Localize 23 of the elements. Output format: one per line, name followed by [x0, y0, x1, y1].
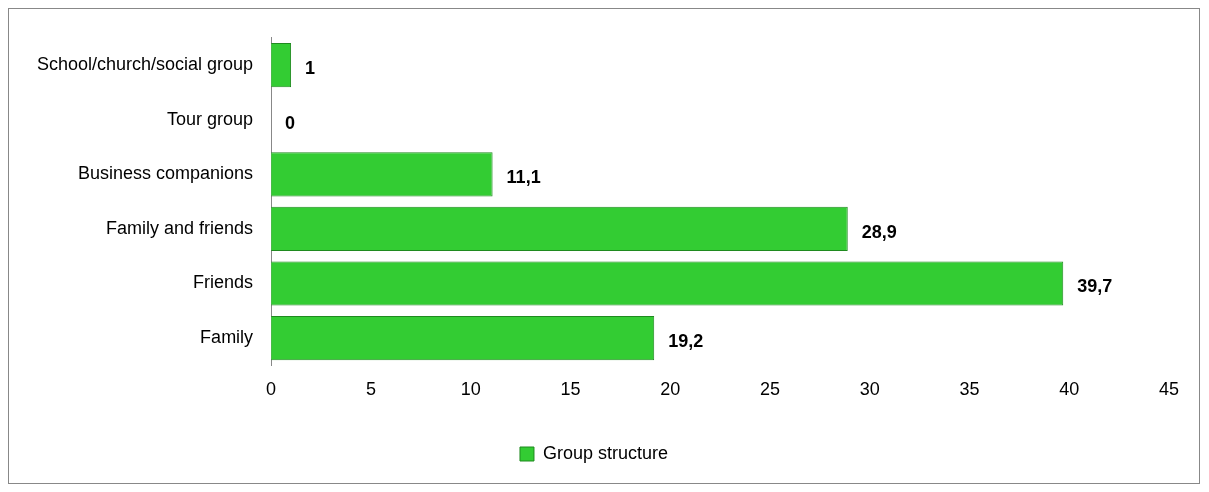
data-label: 39,7 — [1077, 276, 1113, 297]
x-tick-label: 40 — [1059, 379, 1080, 400]
y-tick-label: Business companions — [78, 163, 254, 184]
x-tick-label: 35 — [959, 379, 980, 400]
y-tick-label: Tour group — [167, 108, 254, 129]
data-label: 28,9 — [861, 221, 897, 242]
y-tick-label: Friends — [193, 272, 254, 293]
data-label: 1 — [305, 58, 316, 79]
x-tick-label: 20 — [660, 379, 681, 400]
y-tick-label: Family — [200, 327, 254, 348]
x-tick-label: 10 — [460, 379, 481, 400]
y-tick-label: Family and friends — [106, 217, 254, 238]
data-label: 0 — [285, 112, 296, 133]
y-tick-label: School/church/social group — [37, 54, 254, 75]
data-label: 11,1 — [506, 167, 541, 188]
x-tick-label: 5 — [365, 379, 376, 400]
data-label: 19,2 — [668, 331, 704, 352]
x-tick-label: 15 — [560, 379, 581, 400]
x-tick-label: 0 — [266, 379, 277, 400]
x-tick-label: 30 — [859, 379, 880, 400]
legend-label: Group structure — [542, 442, 669, 463]
x-tick-label: 45 — [1158, 379, 1180, 400]
x-tick-label: 25 — [759, 379, 780, 400]
